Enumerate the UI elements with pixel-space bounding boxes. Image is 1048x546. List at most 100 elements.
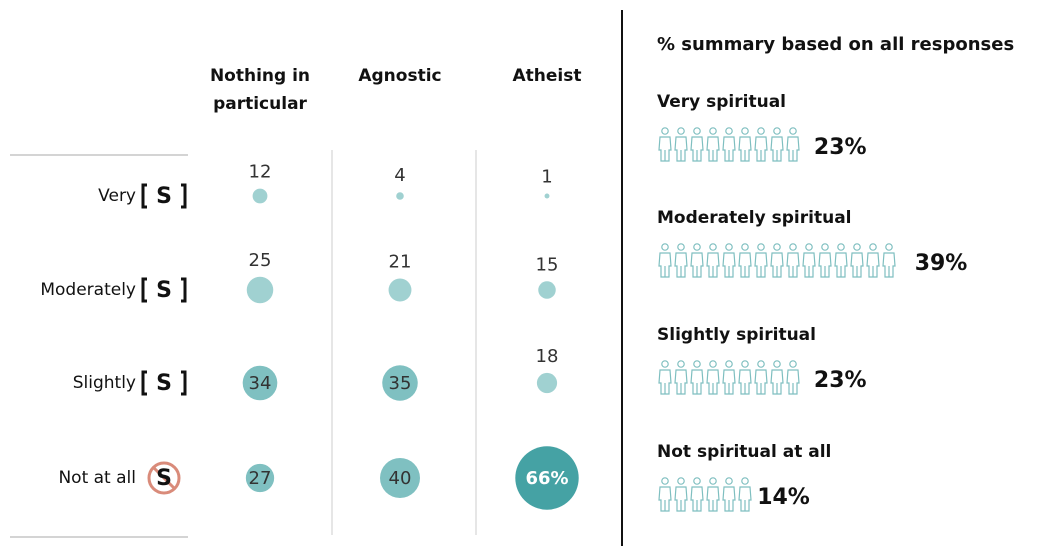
person-head xyxy=(773,243,781,251)
person-body xyxy=(738,369,752,395)
bracket xyxy=(141,277,187,303)
person-head xyxy=(661,243,669,251)
person-body xyxy=(786,252,800,278)
person-head xyxy=(709,127,717,135)
pictogram-row xyxy=(658,477,752,512)
person-head xyxy=(693,243,701,251)
value-label: 39% xyxy=(915,251,968,276)
person-head xyxy=(757,243,765,251)
person-head xyxy=(693,477,701,485)
summary-title: % summary based on all responses xyxy=(657,34,1014,55)
value-label: 14% xyxy=(757,485,810,510)
person-body xyxy=(770,136,784,162)
person-body xyxy=(706,486,720,512)
value-label: 23% xyxy=(814,135,867,160)
value-label: 40 xyxy=(389,468,412,489)
bubble xyxy=(388,278,412,302)
bubble xyxy=(242,365,278,401)
value-label: 1 xyxy=(541,167,552,188)
person-body xyxy=(658,369,672,395)
bubble xyxy=(245,463,275,493)
person-head xyxy=(709,477,717,485)
person-head xyxy=(773,127,781,135)
person-head xyxy=(805,243,813,251)
person-body xyxy=(658,486,672,512)
person-body xyxy=(850,252,864,278)
column-header: Agnostic xyxy=(358,66,441,86)
person-head xyxy=(789,127,797,135)
bubble xyxy=(382,365,418,401)
person-body xyxy=(754,369,768,395)
no-icon xyxy=(147,461,181,495)
pictogram-row xyxy=(658,243,896,278)
value-label: 27 xyxy=(249,468,272,489)
person-body xyxy=(690,136,704,162)
person-head xyxy=(757,360,765,368)
person-body xyxy=(786,136,800,162)
person-body xyxy=(706,136,720,162)
bubble xyxy=(246,276,274,304)
person-head xyxy=(741,360,749,368)
category-label: Not spiritual at all xyxy=(657,442,831,462)
person-head xyxy=(837,243,845,251)
pictogram-row xyxy=(658,360,800,395)
value-label: 12 xyxy=(249,162,272,183)
person-head xyxy=(821,243,829,251)
icon-letter: S xyxy=(156,278,172,303)
value-label: 34 xyxy=(249,373,272,394)
person-body xyxy=(770,369,784,395)
value-label: 66% xyxy=(525,468,568,489)
person-head xyxy=(789,243,797,251)
spiritual-icon: S xyxy=(141,277,187,303)
person-head xyxy=(709,243,717,251)
person-body xyxy=(882,252,896,278)
person-head xyxy=(773,360,781,368)
person-head xyxy=(709,360,717,368)
column-header: Atheist xyxy=(513,66,582,86)
value-label: 4 xyxy=(394,165,405,186)
value-label: 21 xyxy=(389,252,412,273)
person-head xyxy=(725,243,733,251)
bubble xyxy=(380,458,420,498)
pictogram-row xyxy=(658,127,800,162)
person-body xyxy=(818,252,832,278)
person-body xyxy=(866,252,880,278)
bubble xyxy=(396,192,404,200)
person-body xyxy=(674,369,688,395)
category-label: Very spiritual xyxy=(657,92,786,112)
person-body xyxy=(738,136,752,162)
icon-letter: S xyxy=(156,371,172,396)
person-body xyxy=(738,252,752,278)
person-head xyxy=(693,360,701,368)
person-head xyxy=(677,127,685,135)
category-label: Moderately spiritual xyxy=(657,208,852,228)
person-head xyxy=(789,360,797,368)
value-label: 15 xyxy=(536,254,559,275)
person-head xyxy=(677,477,685,485)
person-head xyxy=(677,360,685,368)
person-body xyxy=(722,369,736,395)
person-head xyxy=(693,127,701,135)
person-body xyxy=(754,252,768,278)
bubble xyxy=(538,281,556,299)
person-head xyxy=(741,243,749,251)
person-body xyxy=(770,252,784,278)
person-body xyxy=(722,136,736,162)
person-body xyxy=(690,486,704,512)
person-body xyxy=(658,252,672,278)
person-head xyxy=(661,477,669,485)
bubble xyxy=(536,372,558,394)
person-body xyxy=(834,252,848,278)
person-body xyxy=(674,486,688,512)
spiritual-icon: S xyxy=(141,370,187,396)
person-head xyxy=(741,127,749,135)
person-body xyxy=(674,252,688,278)
bracket xyxy=(141,370,187,396)
spiritual-icon: S xyxy=(147,461,181,495)
person-body xyxy=(722,252,736,278)
bracket xyxy=(141,183,187,209)
icon-letter: S xyxy=(156,466,172,491)
row-label: Moderately xyxy=(40,280,136,300)
icon-letter: S xyxy=(156,184,172,209)
